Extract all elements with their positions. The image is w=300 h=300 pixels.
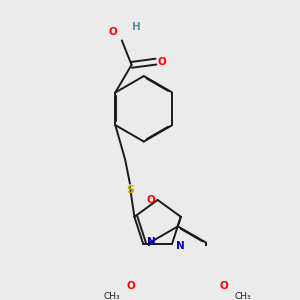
- Text: CH₃: CH₃: [104, 292, 121, 300]
- Text: O: O: [108, 27, 117, 37]
- Text: N: N: [176, 241, 184, 251]
- Text: N: N: [147, 238, 156, 248]
- Text: O: O: [220, 281, 229, 291]
- Text: O: O: [146, 195, 155, 205]
- Text: S: S: [126, 185, 134, 195]
- Text: CH₃: CH₃: [235, 292, 251, 300]
- Text: O: O: [127, 281, 135, 291]
- Text: H: H: [132, 22, 140, 32]
- Text: O: O: [158, 57, 166, 67]
